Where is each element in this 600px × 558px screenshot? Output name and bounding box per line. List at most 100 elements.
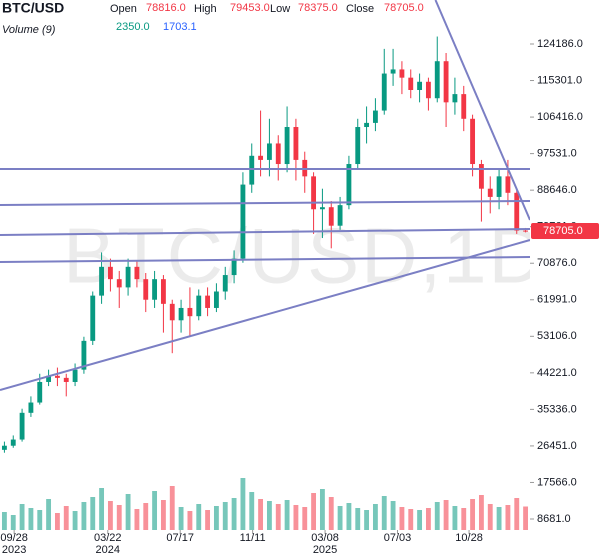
volume-bar [311, 493, 317, 530]
candle-body [364, 122, 370, 128]
volume-bar [461, 508, 467, 530]
plot [0, 0, 531, 530]
candle-body [81, 340, 87, 370]
y-tick-label: 106416.0 [537, 111, 583, 123]
x-tick-label: 03/08 [311, 532, 339, 544]
volume-bar [160, 500, 166, 530]
volume-bar [381, 496, 387, 530]
candle-body [496, 176, 502, 197]
volume-bar [258, 499, 264, 530]
candle-body [390, 69, 396, 74]
candle-body [319, 207, 325, 210]
candle-body [222, 275, 228, 292]
candle-body [505, 176, 511, 193]
volume-bar [116, 505, 122, 530]
last-price-label: 78705.0 [543, 225, 583, 237]
trend-line [0, 239, 531, 391]
last-price-badge [531, 223, 599, 240]
volume-bar [523, 506, 529, 530]
volume-bar [125, 494, 131, 530]
candle-body [408, 77, 414, 90]
candle-body [478, 164, 484, 189]
candle-body [46, 375, 52, 382]
volume-bar [443, 500, 449, 530]
volume-bar [231, 498, 237, 530]
candle-body [10, 439, 16, 446]
candle-body [37, 381, 43, 403]
volume-bar [178, 507, 184, 530]
volume-bar [470, 499, 476, 530]
volume-bar [284, 500, 290, 530]
y-tick-label: 44221.0 [537, 367, 577, 379]
volume-bar [107, 501, 113, 530]
volume-bar [372, 504, 378, 530]
x-tick-label: 03/22 [94, 532, 122, 544]
trend-line [0, 200, 531, 207]
x-tick-year: 2023 [2, 544, 26, 556]
volume-bar [496, 507, 502, 530]
volume-bar [54, 513, 60, 530]
candle-body [434, 61, 440, 99]
candle-body [258, 155, 264, 160]
candle-body [399, 69, 405, 78]
x-tick-label: 07/17 [166, 532, 194, 544]
candle-body [213, 291, 219, 308]
y-tick-label: 88646.0 [537, 184, 577, 196]
volume-bar [81, 502, 87, 530]
y-tick-label: 70876.0 [537, 257, 577, 269]
volume-bar [505, 505, 511, 530]
candle-body [470, 118, 476, 165]
candle-body [311, 176, 317, 210]
low-value: 78375.0 [298, 2, 338, 14]
candle-body [452, 94, 458, 103]
y-tick-label: 97531.0 [537, 148, 577, 160]
candle-body [54, 375, 60, 378]
volume-bar [434, 502, 440, 530]
volume-bar [514, 498, 520, 530]
x-tick-year: 2024 [96, 544, 120, 556]
candle-body [187, 307, 193, 317]
volume-bar [37, 510, 43, 530]
volume-bar [337, 506, 343, 530]
candle-body [523, 230, 529, 232]
candle-body [514, 192, 520, 231]
candle-body [107, 266, 113, 280]
candle-body [152, 279, 158, 300]
y-tick-label: 124186.0 [537, 38, 583, 50]
price-axis [530, 0, 600, 558]
candle-body [461, 94, 467, 119]
candle-body [178, 307, 184, 321]
candle-body [249, 155, 255, 185]
candle-body [231, 258, 237, 276]
volume-value: 2350.0 [116, 21, 150, 33]
volume-bar [293, 505, 299, 530]
candle-body [381, 73, 387, 111]
volume-bar [143, 503, 149, 530]
volume-bar [152, 491, 158, 530]
y-tick-label: 53106.0 [537, 330, 577, 342]
y-tick-label: 35336.0 [537, 403, 577, 415]
x-tick-year: 2025 [313, 544, 337, 556]
volume-bar [72, 511, 78, 530]
candle-body [1, 445, 7, 450]
candle-body [266, 143, 272, 160]
x-tick-label: 07/03 [384, 532, 412, 544]
volume-ma-value: 1703.1 [163, 21, 197, 33]
candle-body [328, 207, 334, 226]
volume-bar [425, 508, 431, 530]
high-value: 79453.0 [230, 2, 270, 14]
volume-bar [90, 497, 96, 530]
candle-body [355, 127, 361, 165]
candle-body [346, 164, 352, 206]
candle-body [293, 127, 299, 160]
candle-body [284, 127, 290, 165]
candle-body [337, 205, 343, 226]
high-label: High [194, 3, 217, 15]
close-value: 78705.0 [384, 2, 424, 14]
volume-bar [134, 509, 140, 530]
volume-bar [19, 504, 25, 530]
candle-body [417, 81, 423, 90]
low-label: Low [270, 3, 290, 15]
y-tick-label: 26451.0 [537, 440, 577, 452]
volume-bar [249, 492, 255, 530]
